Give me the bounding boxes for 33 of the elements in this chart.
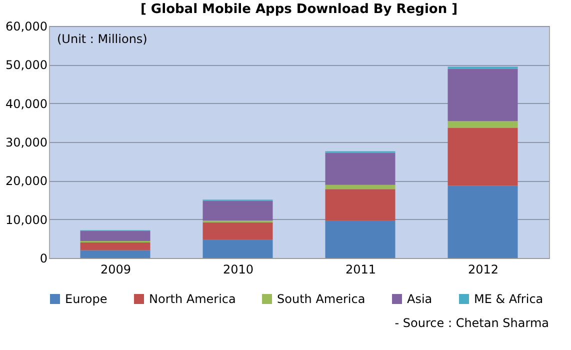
legend-label: South America [277,292,366,306]
y-tick-label: 0 [40,252,48,266]
bar [202,222,273,240]
bar [325,189,396,221]
legend-label: Asia [407,292,432,306]
bar [80,230,150,241]
bar [80,242,150,250]
bar [325,152,396,185]
bar [448,128,518,186]
bar [448,186,518,258]
legend-label: Europe [65,292,108,306]
x-tick-label: 2011 [345,262,376,276]
annotation: (Unit : Millions) [57,32,148,46]
bar [202,200,273,220]
y-tick-label: 40,000 [6,96,48,111]
x-tick-label: 2010 [222,262,254,276]
legend-label: ME & Africa [474,292,544,306]
text: - Source : Chetan Sharma [394,316,549,330]
bar [202,240,273,258]
bar [325,220,396,258]
y-tick-label: 30,000 [6,136,48,150]
bar [448,68,518,122]
y-tick-label: 20,000 [6,174,48,188]
bar [80,250,150,258]
x-tick-label: 2009 [100,262,132,276]
x-tick-label: 2012 [468,262,499,276]
y-tick-label: 50,000 [6,58,48,72]
chart-title: [ Global Mobile Apps Download By Region ] [140,2,458,17]
bar [325,184,396,190]
y-tick-label: 60,000 [6,20,48,34]
legend-label: North America [149,292,236,306]
y-tick-label: 10,000 [6,212,48,227]
bar [448,121,518,128]
